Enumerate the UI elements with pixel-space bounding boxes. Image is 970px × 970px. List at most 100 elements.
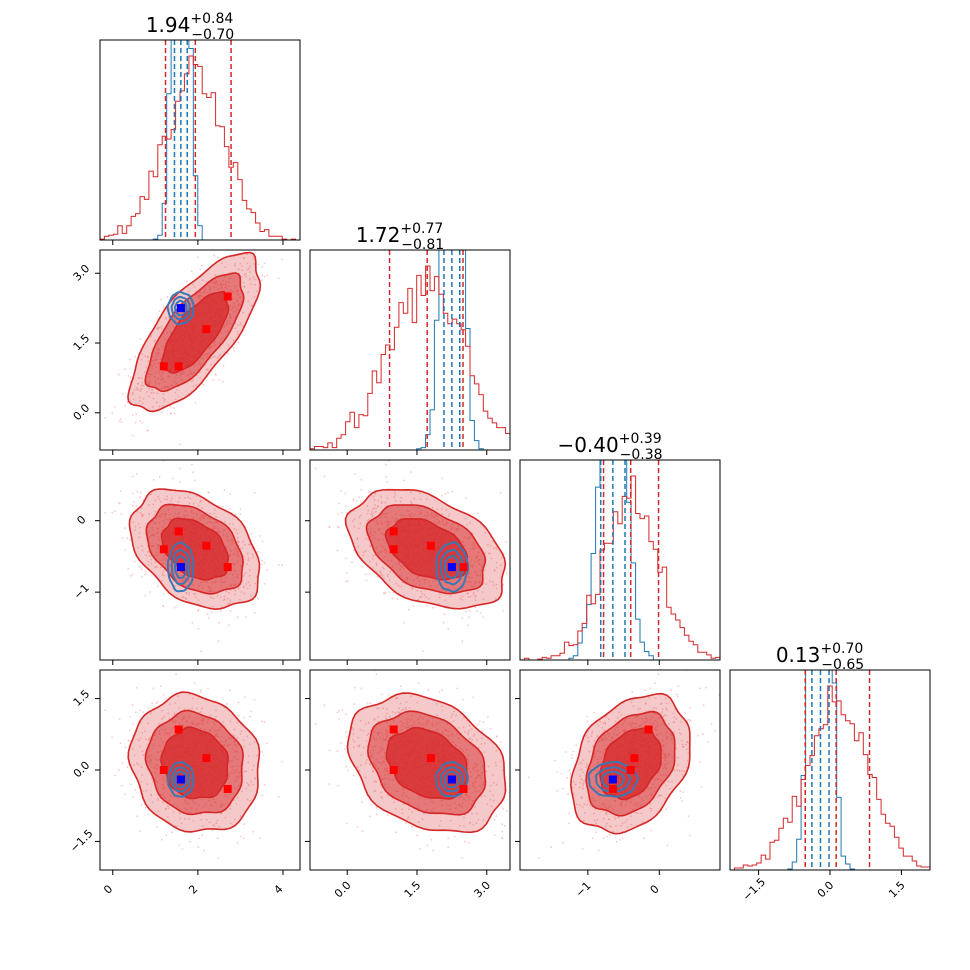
sample-point xyxy=(489,790,491,793)
histogram-body xyxy=(520,460,720,660)
sample-point xyxy=(336,525,339,528)
sample-point xyxy=(401,808,403,811)
sample-point xyxy=(665,702,668,705)
sample-point xyxy=(161,709,164,712)
sample-point xyxy=(160,838,163,841)
sample-point xyxy=(157,495,160,498)
sample-point xyxy=(150,793,153,796)
sample-point xyxy=(144,573,146,576)
sample-point xyxy=(147,560,150,563)
sample-point xyxy=(418,821,420,823)
sample-point xyxy=(245,275,248,278)
sample-point xyxy=(156,392,159,395)
sample-point xyxy=(147,504,150,506)
sample-point xyxy=(144,371,146,373)
sample-point xyxy=(131,704,134,707)
scatter-panel xyxy=(519,669,721,871)
sample-point xyxy=(459,597,462,600)
sample-point xyxy=(154,561,157,564)
sample-point xyxy=(248,267,250,270)
sample-point xyxy=(479,612,482,614)
sample-point xyxy=(467,730,470,732)
sample-point xyxy=(360,514,363,517)
panel-body xyxy=(104,250,283,446)
sample-point xyxy=(252,830,255,833)
title-minus: −0.38 xyxy=(620,447,663,463)
sample-point xyxy=(242,586,245,589)
sample-point xyxy=(139,338,142,340)
sample-point xyxy=(172,407,175,409)
sample-point xyxy=(467,624,470,627)
sample-point xyxy=(336,711,339,714)
sample-point xyxy=(136,511,138,513)
sample-point xyxy=(371,515,374,518)
sample-point xyxy=(120,784,123,787)
sample-point xyxy=(481,730,484,733)
sample-point xyxy=(250,595,253,597)
sample-point xyxy=(162,592,165,595)
sample-point xyxy=(397,711,400,714)
sample-point xyxy=(213,254,216,257)
sample-point xyxy=(217,355,220,358)
sample-point xyxy=(495,548,498,550)
sample-point xyxy=(243,770,246,773)
sample-point xyxy=(358,496,361,499)
sample-point xyxy=(174,702,177,705)
red-marker xyxy=(389,766,398,774)
sample-point xyxy=(225,590,228,593)
sample-point xyxy=(581,806,584,808)
sample-point xyxy=(492,799,495,802)
sample-point xyxy=(362,730,365,732)
sample-point xyxy=(480,737,483,740)
sample-point xyxy=(136,490,139,493)
sample-point xyxy=(234,327,237,329)
sample-point xyxy=(366,702,369,705)
sample-point xyxy=(252,556,255,558)
sample-point xyxy=(370,511,373,513)
sample-point xyxy=(127,375,130,377)
sample-point xyxy=(242,837,245,839)
sample-point xyxy=(263,275,266,278)
sample-point xyxy=(495,561,498,564)
sample-point xyxy=(596,818,599,821)
sample-point xyxy=(236,796,239,799)
sample-point xyxy=(471,812,473,815)
sample-point xyxy=(197,504,200,507)
sample-point xyxy=(328,783,331,785)
sample-point xyxy=(160,327,163,330)
sample-point xyxy=(183,708,186,711)
sample-point xyxy=(610,825,612,828)
sample-point xyxy=(461,595,464,598)
sample-point xyxy=(194,596,197,598)
sample-point xyxy=(199,711,202,713)
sample-point xyxy=(142,498,145,501)
sample-point xyxy=(164,498,167,501)
sample-point xyxy=(212,823,215,826)
sample-point xyxy=(360,754,363,757)
sample-point xyxy=(229,599,232,602)
sample-point xyxy=(127,567,130,570)
sample-point xyxy=(236,537,239,539)
sample-point xyxy=(187,594,190,596)
sample-point xyxy=(665,707,667,710)
sample-point xyxy=(208,491,210,494)
contour-level-b xyxy=(174,554,188,579)
sample-point xyxy=(149,712,152,715)
sample-point xyxy=(146,391,149,393)
sample-point xyxy=(141,576,144,578)
sample-point xyxy=(140,507,143,510)
sample-point xyxy=(141,732,144,734)
sample-point xyxy=(580,797,583,800)
sample-point xyxy=(388,591,391,593)
sample-point xyxy=(439,593,441,596)
sample-point xyxy=(337,513,339,515)
sample-point xyxy=(150,562,153,565)
sample-point xyxy=(374,780,377,783)
sample-point xyxy=(408,808,410,811)
sample-point xyxy=(403,622,405,624)
sample-point xyxy=(128,740,131,742)
sample-point xyxy=(179,481,182,483)
histogram-panel: 1.94+0.84 −0.70 xyxy=(99,11,301,241)
sample-point xyxy=(151,801,154,804)
sample-point xyxy=(386,794,389,797)
